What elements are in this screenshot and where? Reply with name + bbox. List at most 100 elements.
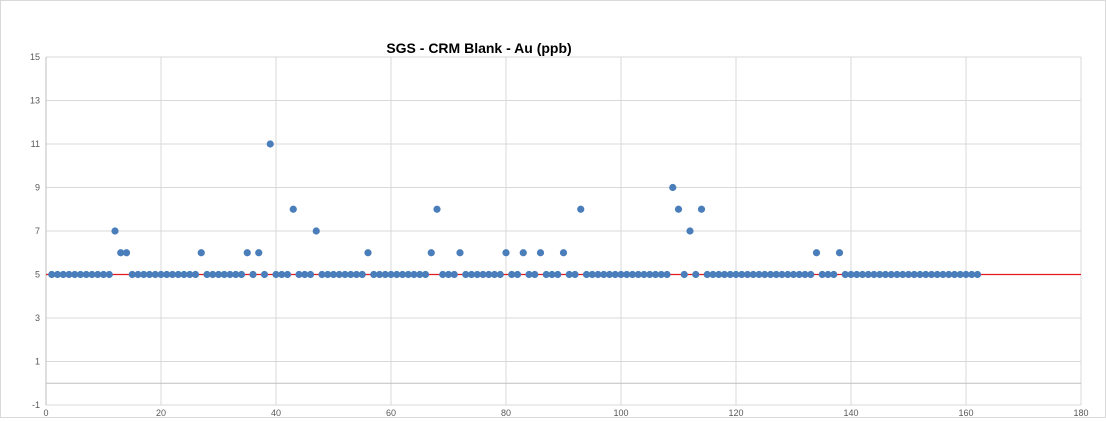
data-point [53, 270, 62, 279]
data-point [847, 270, 855, 279]
data-point [140, 270, 148, 279]
data-point [703, 270, 711, 279]
data-point [65, 270, 73, 279]
x-tick-label: 160 [958, 408, 973, 417]
data-point [600, 270, 608, 279]
data-point [910, 270, 918, 279]
y-tick-label: 9 [35, 183, 40, 193]
data-point [324, 270, 332, 279]
data-point [559, 249, 568, 257]
data-point [398, 270, 407, 279]
data-point [232, 270, 240, 279]
y-tick-label: -1 [32, 400, 40, 410]
data-point [335, 270, 343, 279]
data-point [525, 270, 533, 279]
data-point [893, 270, 901, 279]
x-tick-label: 140 [843, 408, 858, 417]
data-point [381, 270, 389, 279]
data-point [554, 270, 562, 279]
data-point [922, 270, 930, 279]
data-point [375, 270, 384, 279]
data-point [433, 205, 441, 213]
data-point [122, 249, 131, 257]
data-point [824, 270, 832, 279]
data-point [962, 270, 970, 279]
data-point [663, 270, 671, 279]
data-point [801, 270, 809, 279]
x-tick-label: 100 [613, 408, 628, 417]
y-tick-label: 3 [35, 313, 40, 323]
data-point [904, 270, 913, 279]
data-point [830, 270, 838, 279]
axes [45, 57, 1081, 405]
data-point [278, 270, 286, 279]
data-point [508, 270, 516, 279]
data-point [778, 270, 786, 279]
data-point [410, 270, 418, 279]
data-point [571, 270, 579, 279]
data-point [605, 270, 614, 279]
data-point [157, 270, 165, 279]
data-point [548, 270, 556, 279]
data-point [502, 249, 510, 257]
data-point [870, 270, 878, 279]
data-point [755, 270, 763, 279]
data-point [421, 270, 430, 279]
data-point [145, 270, 154, 279]
data-point [76, 270, 85, 279]
data-point [657, 270, 665, 279]
data-point [249, 270, 257, 279]
data-point [416, 270, 424, 279]
y-tick-label: 5 [35, 270, 40, 280]
data-point [542, 270, 550, 279]
data-point [59, 270, 67, 279]
data-point [105, 270, 113, 279]
data-point [807, 270, 815, 279]
data-point [71, 270, 79, 279]
data-point [646, 270, 654, 279]
data-point [260, 270, 269, 279]
data-point [341, 270, 349, 279]
x-axis-tick-labels: 0 20 40 60 80 100 120 140 160 180 [43, 408, 1088, 418]
data-point [732, 270, 740, 279]
x-tick-label: 20 [156, 408, 166, 417]
data-point [180, 270, 188, 279]
data-point [784, 270, 792, 279]
data-point [82, 270, 90, 279]
data-point [973, 270, 982, 279]
data-point [289, 205, 297, 213]
data-point [582, 270, 591, 279]
data-point [697, 205, 706, 213]
data-point [686, 227, 694, 235]
y-tick-label: 1 [35, 357, 40, 367]
data-point [203, 270, 211, 279]
data-point [887, 270, 895, 279]
data-point [577, 205, 585, 213]
data-point [462, 270, 470, 279]
data-point [48, 270, 56, 279]
data-point [99, 270, 108, 279]
data-point [255, 249, 263, 257]
x-tick-label: 40 [271, 408, 281, 417]
data-point [128, 270, 136, 279]
data-points [48, 140, 982, 279]
data-point [197, 249, 205, 257]
y-tick-label: 7 [35, 226, 40, 236]
data-point [795, 270, 803, 279]
data-point [669, 183, 677, 192]
data-point [312, 227, 320, 235]
data-point [881, 270, 890, 279]
data-point [151, 270, 159, 279]
data-point [594, 270, 602, 279]
data-point [519, 249, 527, 257]
y-tick-label: 15 [30, 52, 40, 62]
data-point [347, 270, 355, 279]
data-point [404, 270, 412, 279]
data-point [352, 270, 361, 279]
data-point [283, 270, 292, 279]
data-point [301, 270, 309, 279]
data-point [295, 270, 303, 279]
